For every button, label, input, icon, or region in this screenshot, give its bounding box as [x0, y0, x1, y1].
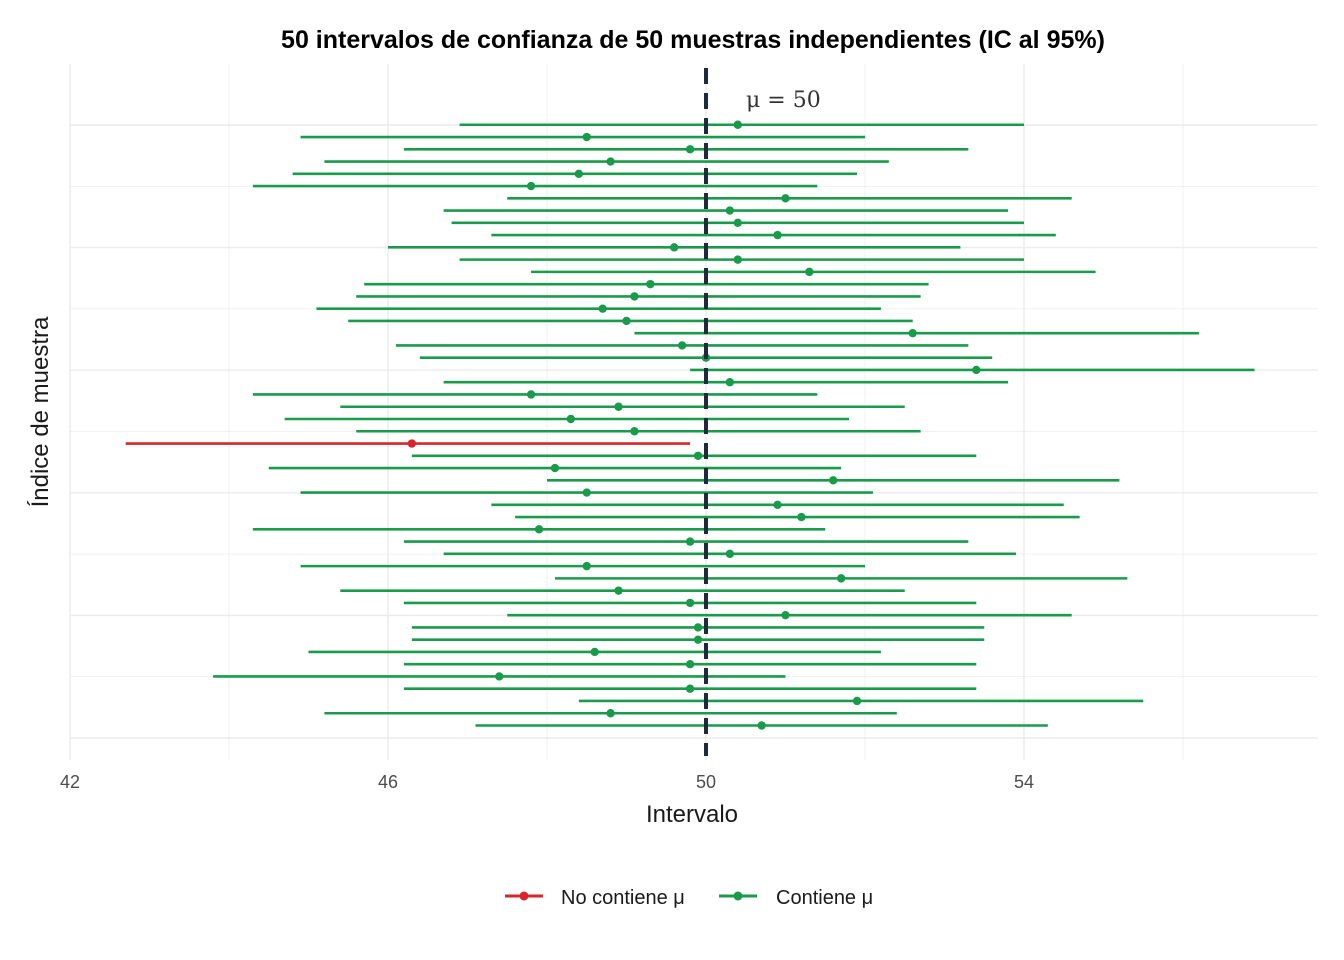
interval-mean-point — [685, 598, 695, 608]
interval-mean-point — [757, 721, 766, 730]
interval-mean-point — [693, 623, 703, 632]
interval-mean-point — [693, 635, 703, 644]
interval-mean-point — [582, 561, 591, 571]
interval-mean-point — [733, 255, 742, 264]
interval-mean-point — [582, 132, 591, 142]
interval-series — [125, 120, 1255, 730]
legend-key-no-contiene-dot — [519, 891, 529, 901]
interval-mean-point — [781, 194, 790, 203]
x-tick-label: 46 — [378, 772, 398, 792]
grid — [69, 64, 1318, 760]
interval-mean-point — [407, 439, 417, 448]
interval-mean-point — [614, 586, 623, 595]
x-tick-label: 54 — [1014, 772, 1034, 792]
interval-mean-point — [972, 365, 981, 375]
interval-mean-point — [534, 525, 544, 534]
interval-mean-point — [630, 427, 639, 436]
interval-mean-point — [829, 476, 838, 485]
interval-mean-point — [685, 660, 695, 669]
x-axis-title: Intervalo — [646, 801, 738, 828]
interval-mean-point — [526, 390, 536, 399]
interval-mean-point — [836, 574, 846, 583]
y-axis-title: Índice de muestra — [27, 316, 54, 507]
interval-mean-point — [781, 610, 790, 620]
interval-mean-point — [495, 672, 504, 681]
interval-mean-point — [725, 549, 735, 559]
interval-mean-point — [606, 709, 615, 718]
interval-mean-point — [805, 267, 814, 277]
interval-mean-point — [606, 157, 615, 166]
interval-mean-point — [582, 488, 591, 497]
interval-mean-point — [733, 218, 742, 228]
interval-mean-point — [646, 279, 655, 289]
legend: No contiene μ Contiene μ — [505, 887, 873, 909]
legend-label-contiene: Contiene μ — [776, 887, 873, 909]
interval-mean-point — [693, 451, 703, 460]
interval-mean-point — [550, 463, 560, 473]
interval-mean-point — [773, 230, 782, 240]
interval-mean-point — [685, 684, 695, 693]
interval-mean-point — [852, 696, 862, 706]
x-tick-label: 50 — [696, 772, 716, 792]
interval-mean-point — [598, 304, 607, 313]
interval-mean-point — [685, 537, 695, 546]
interval-mean-point — [566, 414, 576, 424]
interval-mean-point — [677, 341, 687, 350]
interval-mean-point — [797, 512, 806, 522]
interval-mean-point — [630, 292, 639, 301]
reference-line-group: μ = 50 — [704, 68, 821, 756]
interval-mean-point — [614, 402, 623, 411]
interval-mean-point — [773, 500, 782, 510]
interval-mean-point — [685, 145, 695, 154]
interval-mean-point — [733, 120, 742, 129]
x-axis-ticks: 42 46 50 54 — [60, 772, 1034, 792]
interval-mean-point — [622, 316, 631, 326]
legend-key-contiene-dot — [733, 891, 743, 901]
interval-mean-point — [670, 243, 679, 252]
interval-mean-point — [908, 328, 917, 338]
mu-label: μ = 50 — [746, 88, 821, 113]
interval-mean-point — [574, 169, 583, 178]
interval-mean-point — [725, 206, 735, 215]
x-tick-label: 42 — [60, 772, 80, 792]
interval-mean-point — [725, 378, 735, 387]
chart-title: 50 intervalos de confianza de 50 muestra… — [281, 26, 1105, 54]
interval-mean-point — [526, 181, 536, 191]
interval-mean-point — [590, 647, 599, 657]
legend-label-no-contiene: No contiene μ — [561, 887, 685, 909]
